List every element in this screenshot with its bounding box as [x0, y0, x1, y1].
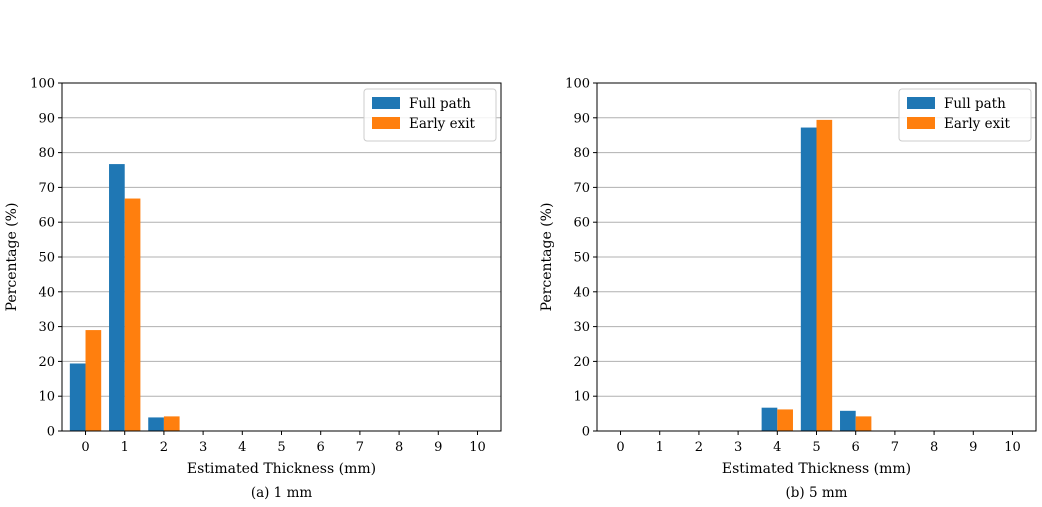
x-tick-label: 7: [356, 440, 364, 455]
x-tick-label: 1: [121, 440, 129, 455]
bar-early-exit: [816, 119, 833, 431]
y-tick-label: 10: [38, 390, 55, 405]
bar-early-exit: [124, 198, 141, 431]
bar-early-exit: [85, 330, 102, 431]
legend-label: Early exit: [944, 116, 1011, 132]
x-tick-label: 6: [317, 440, 325, 455]
y-tick-label: 30: [573, 320, 590, 335]
x-tick-label: 0: [81, 440, 89, 455]
y-axis-label: Percentage (%): [539, 203, 555, 312]
x-tick-label: 6: [852, 440, 860, 455]
bar-full-path: [800, 127, 817, 431]
x-tick-label: 9: [969, 440, 977, 455]
y-tick-label: 50: [573, 251, 590, 266]
chart-panel-0: 0 10 20 30 40 50 60 70 80 90 100 0 1 2 3 4 5 6 7 8 9 10 Estima…: [4, 77, 502, 501]
x-tick-label: 0: [616, 440, 624, 455]
y-tick-label: 0: [582, 425, 590, 440]
bar-full-path: [840, 410, 856, 431]
subfigure-caption: (b) 5 mm: [786, 485, 848, 501]
legend-label: Full path: [944, 96, 1006, 112]
y-tick-label: 10: [573, 390, 590, 405]
y-tick-label: 70: [573, 181, 590, 196]
x-tick-label: 5: [812, 440, 820, 455]
x-tick-label: 5: [277, 440, 285, 455]
legend-swatch-full-path: [907, 97, 935, 109]
x-tick-label: 8: [395, 440, 403, 455]
x-tick-label: 3: [199, 440, 207, 455]
y-tick-label: 40: [573, 285, 590, 300]
x-tick-label: 9: [434, 440, 442, 455]
y-tick-label: 90: [573, 111, 590, 126]
x-tick-label: 2: [695, 440, 703, 455]
bar-full-path: [109, 164, 125, 432]
subfigure-caption: (a) 1 mm: [251, 485, 313, 501]
legend: Full path Early exit: [898, 88, 1032, 142]
y-tick-label: 100: [565, 77, 590, 92]
x-tick-label: 10: [1004, 440, 1021, 455]
chart-panel-1: 0 10 20 30 40 50 60 70 80 90 100 0 1 2 3 4 5 6 7 8 9 10 Estima…: [539, 77, 1037, 501]
y-tick-label: 90: [38, 111, 55, 126]
y-tick-label: 80: [38, 146, 55, 161]
y-tick-label: 0: [47, 425, 55, 440]
bar-full-path: [69, 363, 86, 431]
x-tick-label: 10: [469, 440, 486, 455]
legend-label: Full path: [409, 96, 471, 112]
bar-early-exit: [163, 416, 180, 431]
y-tick-label: 60: [573, 216, 590, 231]
bar-full-path: [761, 407, 778, 431]
bar-early-exit: [777, 409, 793, 431]
y-tick-label: 40: [38, 285, 55, 300]
legend-label: Early exit: [409, 116, 476, 132]
x-tick-label: 1: [656, 440, 664, 455]
x-axis-label: Estimated Thickness (mm): [187, 461, 376, 477]
x-tick-label: 4: [238, 440, 246, 455]
y-tick-label: 20: [573, 355, 590, 370]
legend-swatch-early-exit: [907, 117, 935, 129]
bar-early-exit: [855, 416, 872, 431]
legend-swatch-full-path: [372, 97, 400, 109]
y-tick-label: 100: [30, 77, 55, 92]
y-tick-label: 30: [38, 320, 55, 335]
x-tick-label: 8: [930, 440, 938, 455]
x-tick-label: 7: [891, 440, 899, 455]
y-tick-label: 50: [38, 251, 55, 266]
y-tick-label: 80: [573, 146, 590, 161]
x-tick-label: 3: [734, 440, 742, 455]
y-tick-label: 60: [38, 216, 55, 231]
y-axis-label: Percentage (%): [4, 203, 20, 312]
legend: Full path Early exit: [363, 88, 497, 142]
y-tick-label: 20: [38, 355, 55, 370]
y-tick-label: 70: [38, 181, 55, 196]
bar-full-path: [148, 417, 164, 431]
x-tick-label: 2: [160, 440, 168, 455]
legend-swatch-early-exit: [372, 117, 400, 129]
x-axis-label: Estimated Thickness (mm): [722, 461, 911, 477]
x-tick-label: 4: [773, 440, 781, 455]
